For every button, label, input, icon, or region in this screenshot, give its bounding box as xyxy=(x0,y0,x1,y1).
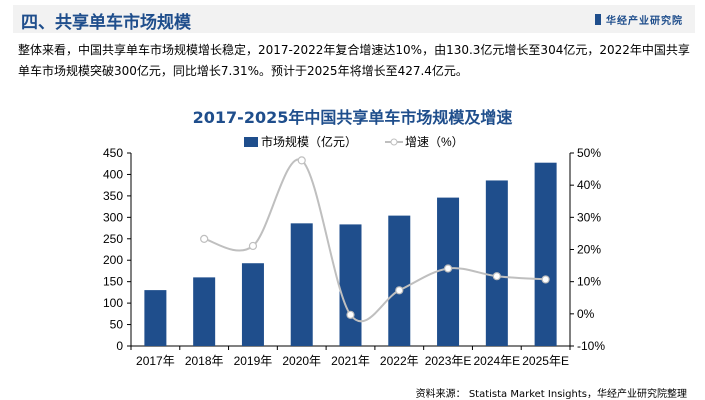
logo-icon xyxy=(595,14,601,25)
bar xyxy=(388,215,411,346)
bar xyxy=(241,263,264,346)
growth-point xyxy=(248,241,258,251)
left-tick-label: 250 xyxy=(103,232,123,246)
legend-bar-swatch xyxy=(244,137,258,147)
right-tick-label: 50% xyxy=(577,146,601,160)
right-tick-label: 20% xyxy=(577,243,601,257)
x-tick-label: 2020年 xyxy=(282,354,321,368)
growth-point xyxy=(200,234,209,243)
growth-point xyxy=(541,275,550,284)
chart-title: 2017-2025年中国共享单车市场规模及增速 xyxy=(192,108,513,127)
bar xyxy=(290,223,313,346)
left-tick-label: 150 xyxy=(103,275,123,289)
section-title: 四、共享单车市场规模 xyxy=(21,13,191,33)
logo-text: 华经产业研究院 xyxy=(606,16,683,27)
left-tick-label: 300 xyxy=(103,210,123,224)
left-tick-label: 200 xyxy=(103,253,123,267)
growth-point xyxy=(492,272,501,281)
growth-point xyxy=(395,286,404,295)
left-tick-label: 350 xyxy=(103,189,123,203)
source-note: 资料来源： Statista Market Insights，华经产业研究院整理 xyxy=(415,389,687,400)
right-tick-label: 40% xyxy=(577,178,601,192)
left-tick-label: 450 xyxy=(103,146,123,160)
x-tick-label: 2021年 xyxy=(331,354,370,368)
left-tick-label: 50 xyxy=(110,318,124,332)
left-tick-label: 0 xyxy=(116,339,123,353)
legend-line-label: 增速（%） xyxy=(405,135,464,149)
growth-point xyxy=(297,156,306,165)
left-tick-label: 400 xyxy=(103,167,123,181)
left-tick-label: 100 xyxy=(103,296,123,310)
right-tick-label: 10% xyxy=(577,275,601,289)
x-tick-label: 2019年 xyxy=(234,354,273,368)
x-tick-label: 2018年 xyxy=(185,354,224,368)
right-tick-label: 0% xyxy=(577,307,595,321)
x-tick-label: 2025年E xyxy=(522,354,569,368)
legend-bar-label: 市场规模（亿元） xyxy=(261,134,357,149)
x-tick-label: 2017年 xyxy=(136,354,175,368)
bar xyxy=(144,290,167,346)
bar xyxy=(485,180,508,346)
intro-paragraph: 整体来看，中国共享单车市场规模增长稳定，2017-2022年复合增速达10%，由… xyxy=(18,43,690,78)
growth-point xyxy=(346,310,355,319)
bar xyxy=(193,277,216,346)
x-tick-label: 2023年E xyxy=(425,354,472,368)
brand-logo: 华经产业研究院 xyxy=(595,12,683,27)
bar xyxy=(534,162,557,346)
legend-line-marker xyxy=(390,138,398,146)
growth-point xyxy=(443,264,453,273)
right-tick-label: -10% xyxy=(577,339,605,353)
right-tick-label: 30% xyxy=(577,210,601,224)
x-tick-label: 2024年E xyxy=(473,354,520,368)
bar xyxy=(339,224,362,346)
section-header: 四、共享单车市场规模 华经产业研究院 xyxy=(13,5,695,33)
x-tick-label: 2022年 xyxy=(380,354,419,368)
